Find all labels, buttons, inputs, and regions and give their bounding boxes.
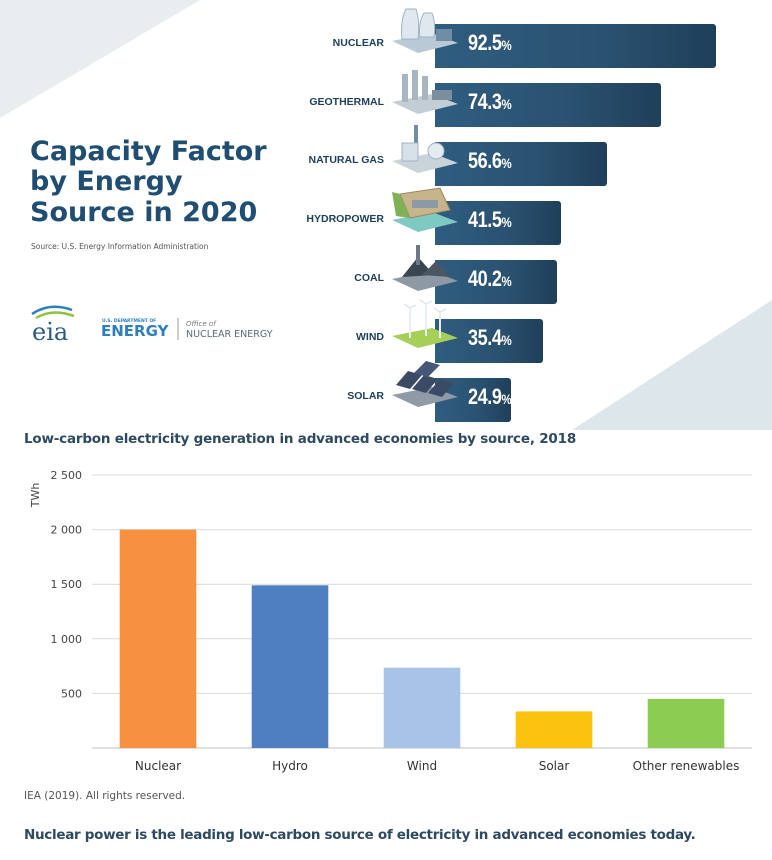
solar-panel-icon	[392, 361, 458, 407]
cf-value-number: 92.5	[468, 30, 502, 55]
cf-label: WIND	[356, 331, 384, 343]
corner-decoration-top-left	[0, 0, 200, 118]
corner-decoration-bottom-right	[572, 300, 772, 430]
cf-value-unit: %	[501, 37, 512, 53]
cf-bar	[435, 83, 661, 127]
infographic-title-line-2: by Energy	[30, 166, 183, 197]
y-tick-label: 1 000	[51, 633, 83, 646]
eia-logo: eia	[31, 305, 75, 346]
y-tick-label: 500	[61, 687, 82, 700]
cf-value: 40.2%	[468, 266, 512, 292]
cf-bar	[435, 319, 543, 363]
cf-label: COAL	[354, 272, 384, 284]
cf-value-unit: %	[501, 214, 512, 230]
x-tick-label: Nuclear	[135, 759, 181, 773]
x-tick-label: Wind	[407, 759, 437, 773]
agency-logos: eia U.S. DEPARTMENT OF ENERGY Office of …	[31, 305, 273, 346]
cf-value-number: 74.3	[468, 89, 502, 114]
x-tick-label: Other renewables	[633, 759, 740, 773]
bar-solar	[515, 711, 593, 748]
y-axis-label: TWh	[29, 483, 42, 509]
cf-value: 56.6%	[468, 148, 512, 174]
cf-label: HYDROPOWER	[306, 213, 384, 225]
cf-bar	[435, 201, 562, 245]
bar-nuclear	[119, 529, 197, 748]
doe-logo-text: ENERGY	[101, 322, 170, 340]
iea-credit: IEA (2019). All rights reserved.	[24, 790, 186, 802]
iea-bar-chart: 500 1 000 1 500 2 000 2 500 Nuclear Hydro Wind…	[29, 469, 752, 773]
y-tick-label: 1 500	[51, 578, 83, 591]
bar-other-renewables	[647, 698, 725, 748]
cf-value: 24.9%	[468, 384, 512, 410]
cf-value-number: 35.4	[468, 325, 502, 350]
cf-label: NATURAL GAS	[308, 154, 384, 166]
y-tick-labels: 500 1 000 1 500 2 000 2 500	[51, 469, 83, 700]
x-tick-label: Hydro	[272, 759, 308, 773]
bar-hydro	[251, 585, 329, 748]
bar-wind	[383, 667, 461, 748]
cf-label: NUCLEAR	[332, 37, 384, 49]
office-nuclear-energy-logo: Office of NUCLEAR ENERGY	[186, 320, 273, 340]
cf-value: 35.4%	[468, 325, 512, 351]
iea-chart-title: Low-carbon electricity generation in adv…	[24, 431, 577, 447]
cf-value-number: 40.2	[468, 266, 502, 291]
natural-gas-plant-icon	[392, 125, 458, 173]
y-tick-label: 2 500	[51, 469, 83, 482]
wind-turbine-icon	[392, 299, 458, 348]
x-tick-label: Solar	[539, 759, 570, 773]
cf-value-unit: %	[501, 332, 512, 348]
bars	[119, 529, 725, 748]
cf-label: SOLAR	[347, 390, 384, 402]
coal-mine-icon	[392, 245, 458, 291]
doe-logo: U.S. DEPARTMENT OF ENERGY	[101, 318, 170, 340]
cf-value-unit: %	[501, 155, 512, 171]
office-logo-text: NUCLEAR ENERGY	[186, 329, 273, 340]
capacity-factor-infographic: Capacity Factor by Energy Source in 2020…	[0, 0, 772, 430]
nuclear-plant-icon	[392, 8, 458, 53]
geothermal-plant-icon	[392, 70, 458, 114]
cf-value-number: 41.5	[468, 207, 502, 232]
cf-value-number: 56.6	[468, 148, 502, 173]
iea-caption: Nuclear power is the leading low-carbon …	[24, 827, 696, 843]
doe-logo-small-text: U.S. DEPARTMENT OF	[102, 318, 156, 324]
hydropower-dam-icon	[392, 187, 458, 232]
cf-value-unit: %	[501, 96, 512, 112]
infographic-title-line-1: Capacity Factor	[30, 136, 267, 167]
cf-bar	[435, 24, 717, 68]
cf-bar	[435, 260, 558, 304]
cf-value: 92.5%	[468, 30, 512, 56]
infographic-source: Source: U.S. Energy Information Administ…	[31, 242, 209, 251]
cf-value-unit: %	[501, 391, 512, 407]
cf-bar	[435, 142, 608, 186]
office-logo-small-text: Office of	[186, 320, 217, 328]
y-tick-label: 2 000	[51, 524, 83, 537]
cf-label: GEOTHERMAL	[309, 96, 384, 108]
infographic-title-line-3: Source in 2020	[30, 197, 258, 228]
cf-value: 74.3%	[468, 89, 512, 115]
x-tick-labels: Nuclear Hydro Wind Solar Other renewables	[135, 759, 739, 773]
eia-logo-text: eia	[32, 318, 68, 346]
cf-value-number: 24.9	[468, 384, 502, 409]
cf-value: 41.5%	[468, 207, 512, 233]
cf-value-unit: %	[501, 273, 512, 289]
